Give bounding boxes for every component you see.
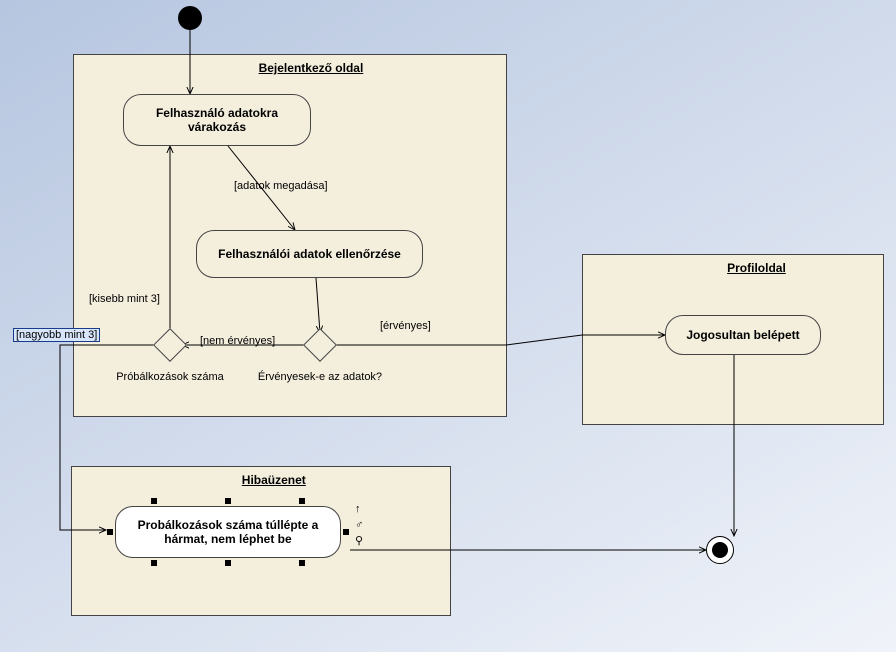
state-wait_data[interactable]: Felhasználó adatokravárakozás bbox=[123, 94, 311, 146]
decision-label-tries: Próbálkozások száma bbox=[90, 371, 250, 383]
state-logged_in[interactable]: Jogosultan belépett bbox=[665, 315, 821, 355]
selection-handle[interactable] bbox=[151, 560, 157, 566]
diagram-canvas: Bejelentkező oldal Profiloldal Hibaüzenet F… bbox=[0, 0, 896, 652]
magnifier-icon[interactable]: ⚲ bbox=[355, 536, 363, 547]
state-error_msg[interactable]: Probálkozások száma túllépte ahármat, ne… bbox=[115, 506, 341, 558]
final-node[interactable] bbox=[706, 536, 734, 564]
male-symbol-icon[interactable]: ♂ bbox=[355, 520, 363, 531]
frame-title-profile: Profiloldal bbox=[727, 261, 786, 275]
frame-title-login: Bejelentkező oldal bbox=[259, 61, 364, 75]
state-check_data[interactable]: Felhasználói adatok ellenőrzése bbox=[196, 230, 423, 278]
selection-handle[interactable] bbox=[225, 498, 231, 504]
frame-title-error: Hibaüzenet bbox=[242, 473, 306, 487]
selection-handle[interactable] bbox=[299, 498, 305, 504]
initial-node[interactable] bbox=[178, 6, 202, 30]
edge-label-e_valid_yes: [érvényes] bbox=[380, 320, 431, 332]
decision-label-valid: Érvényesek-e az adatok? bbox=[240, 371, 400, 383]
edge-label-e_tries_gt3: [nagyobb mint 3] bbox=[14, 329, 99, 341]
selection-handle[interactable] bbox=[343, 529, 349, 535]
edge-label-e_valid_no: [nem érvényes] bbox=[200, 335, 275, 347]
selection-handle[interactable] bbox=[151, 498, 157, 504]
arrow-up-icon[interactable]: ↑ bbox=[355, 504, 361, 515]
edge-label-e_wait_check: [adatok megadása] bbox=[234, 180, 328, 192]
edge-label-e_tries_lt3: [kisebb mint 3] bbox=[89, 293, 160, 305]
selection-handle[interactable] bbox=[225, 560, 231, 566]
final-node-inner bbox=[712, 542, 728, 558]
selection-handle[interactable] bbox=[299, 560, 305, 566]
selection-handle[interactable] bbox=[107, 529, 113, 535]
